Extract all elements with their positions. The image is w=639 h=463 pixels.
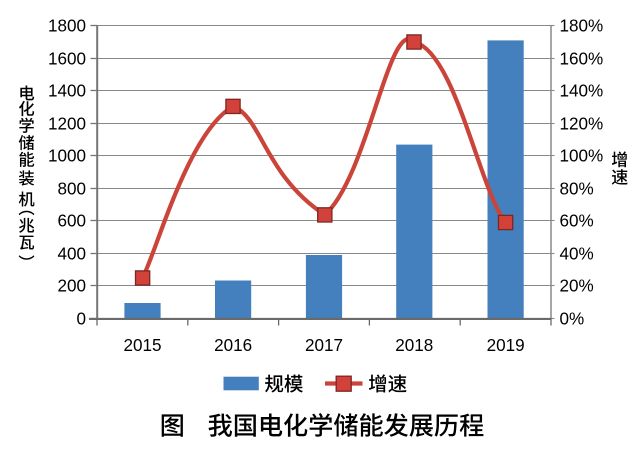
svg-text:1800: 1800 [48,17,86,36]
svg-text:0%: 0% [560,310,585,329]
svg-text:200: 200 [57,277,86,296]
svg-text:1600: 1600 [48,50,86,69]
svg-text:140%: 140% [560,82,604,101]
svg-text:100%: 100% [560,147,604,166]
svg-text:2016: 2016 [214,336,252,355]
svg-text:180%: 180% [560,17,604,36]
svg-text:2015: 2015 [123,336,161,355]
svg-text:160%: 160% [560,50,604,69]
svg-text:40%: 40% [560,245,594,264]
svg-text:2017: 2017 [305,336,343,355]
svg-text:60%: 60% [560,212,594,231]
svg-text:2018: 2018 [395,336,433,355]
svg-text:1000: 1000 [48,147,86,166]
svg-text:600: 600 [57,212,86,231]
svg-text:80%: 80% [560,180,594,199]
svg-text:1200: 1200 [48,115,86,134]
svg-text:1400: 1400 [48,82,86,101]
svg-text:800: 800 [57,180,86,199]
svg-text:120%: 120% [560,115,604,134]
svg-text:400: 400 [57,245,86,264]
svg-text:0: 0 [76,310,86,329]
svg-text:20%: 20% [560,277,594,296]
svg-text:2019: 2019 [487,336,525,355]
